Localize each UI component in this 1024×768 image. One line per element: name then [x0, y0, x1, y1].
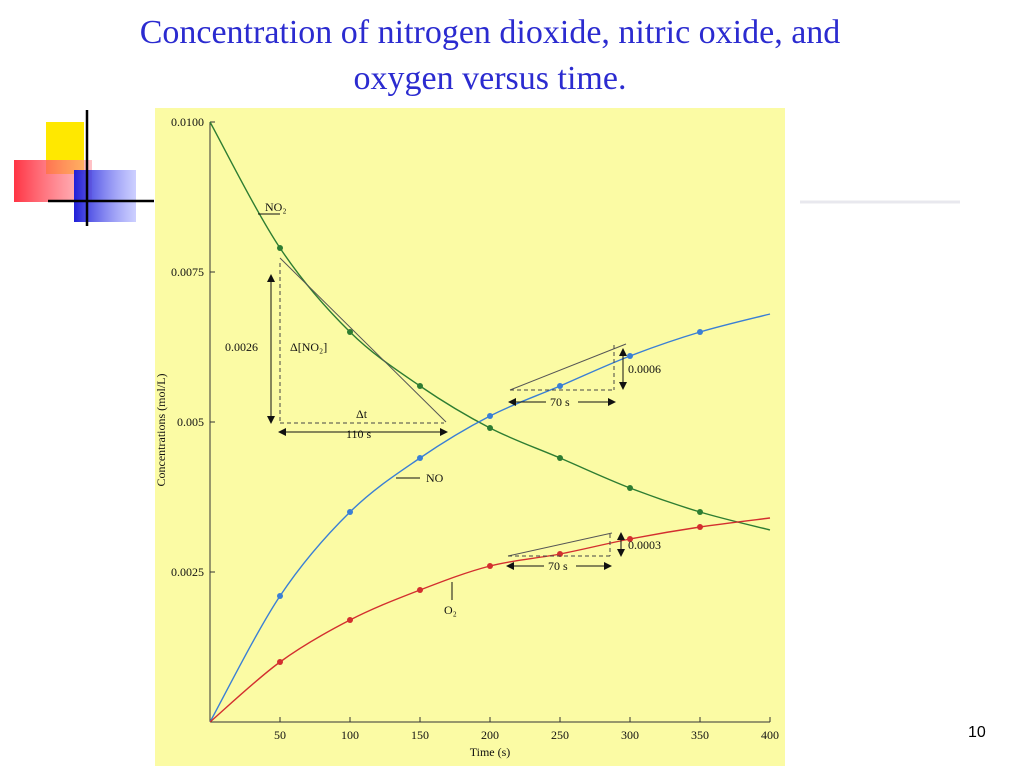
data-point-o2	[697, 524, 703, 530]
data-point-no	[417, 455, 423, 461]
x-tick-label: 300	[621, 728, 639, 742]
data-point-no	[487, 413, 493, 419]
o2-slope-annotation: 0.0003 70 s O₂	[444, 532, 661, 617]
no2-dt-label: Δt	[356, 407, 368, 421]
o2-time-span: 70 s	[548, 559, 568, 573]
o2-series-label: O₂	[444, 603, 457, 617]
x-tick-label: 400	[761, 728, 779, 742]
data-point-no2	[347, 329, 353, 335]
slide-title: Concentration of nitrogen dioxide, nitri…	[40, 10, 940, 102]
y-tick-label: 0.0075	[171, 265, 204, 279]
title-line-2: oxygen versus time.	[353, 60, 627, 97]
decorative-squares	[14, 110, 154, 226]
data-point-no2	[487, 425, 493, 431]
data-point-no2	[417, 383, 423, 389]
x-tick-label: 350	[691, 728, 709, 742]
data-point-no2	[627, 485, 633, 491]
no-time-box	[546, 395, 578, 409]
no-tangent-line	[509, 343, 627, 391]
no2-delta-c-value: 0.0026	[225, 340, 258, 354]
x-tick-label: 250	[551, 728, 569, 742]
data-point-o2	[347, 617, 353, 623]
no2-time-span: 110 s	[346, 427, 372, 441]
data-point-no	[697, 329, 703, 335]
no2-delta-label-box	[286, 336, 336, 356]
plot-background	[155, 108, 785, 766]
x-tick-label: 200	[481, 728, 499, 742]
no-time-span: 70 s	[550, 395, 570, 409]
title-line-1: Concentration of nitrogen dioxide, nitri…	[139, 14, 841, 51]
data-point-no	[557, 383, 563, 389]
y-axis-label: Concentrations (mol/L)	[154, 374, 168, 487]
data-point-no	[627, 353, 633, 359]
data-point-no2	[277, 245, 283, 251]
data-point-no	[347, 509, 353, 515]
data-point-o2	[627, 536, 633, 542]
no2-tangent-line	[279, 257, 447, 423]
no2-delta-label: Δ[NO₂]	[290, 340, 327, 354]
x-tick-label: 150	[411, 728, 429, 742]
no-slope-annotation: 0.0006 70 s NO	[396, 343, 661, 485]
o2-tangent-line	[507, 532, 613, 557]
x-tick-label: 50	[274, 728, 286, 742]
data-point-no2	[697, 509, 703, 515]
no-delta-c-value: 0.0006	[628, 362, 661, 376]
data-point-o2	[417, 587, 423, 593]
x-axis-label: Time (s)	[470, 745, 511, 759]
deco-blue-square	[74, 170, 136, 222]
no2-series-label: NO₂	[265, 200, 287, 214]
y-tick-label: 0.0025	[171, 565, 204, 579]
data-point-o2	[487, 563, 493, 569]
o2-delta-c-value: 0.0003	[628, 538, 661, 552]
data-point-no	[277, 593, 283, 599]
y-tick-label: 0.0100	[171, 115, 204, 129]
no2-slope-annotation: 0.0026 Δ[NO₂] Δt 110 s NO₂	[225, 200, 448, 441]
o2-time-box	[544, 559, 576, 573]
x-tick-label: 100	[341, 728, 359, 742]
y-tick-label: 0.005	[177, 415, 204, 429]
data-point-o2	[277, 659, 283, 665]
page-number: 10	[968, 724, 986, 741]
data-point-no2	[557, 455, 563, 461]
no-series-label: NO	[426, 471, 444, 485]
